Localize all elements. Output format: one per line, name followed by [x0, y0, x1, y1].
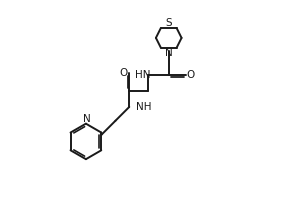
Text: HN: HN — [135, 70, 150, 80]
Text: S: S — [165, 18, 172, 28]
Text: O: O — [120, 68, 128, 78]
Text: N: N — [165, 48, 172, 58]
Text: N: N — [83, 114, 91, 124]
Text: NH: NH — [136, 102, 151, 112]
Text: O: O — [187, 70, 195, 80]
